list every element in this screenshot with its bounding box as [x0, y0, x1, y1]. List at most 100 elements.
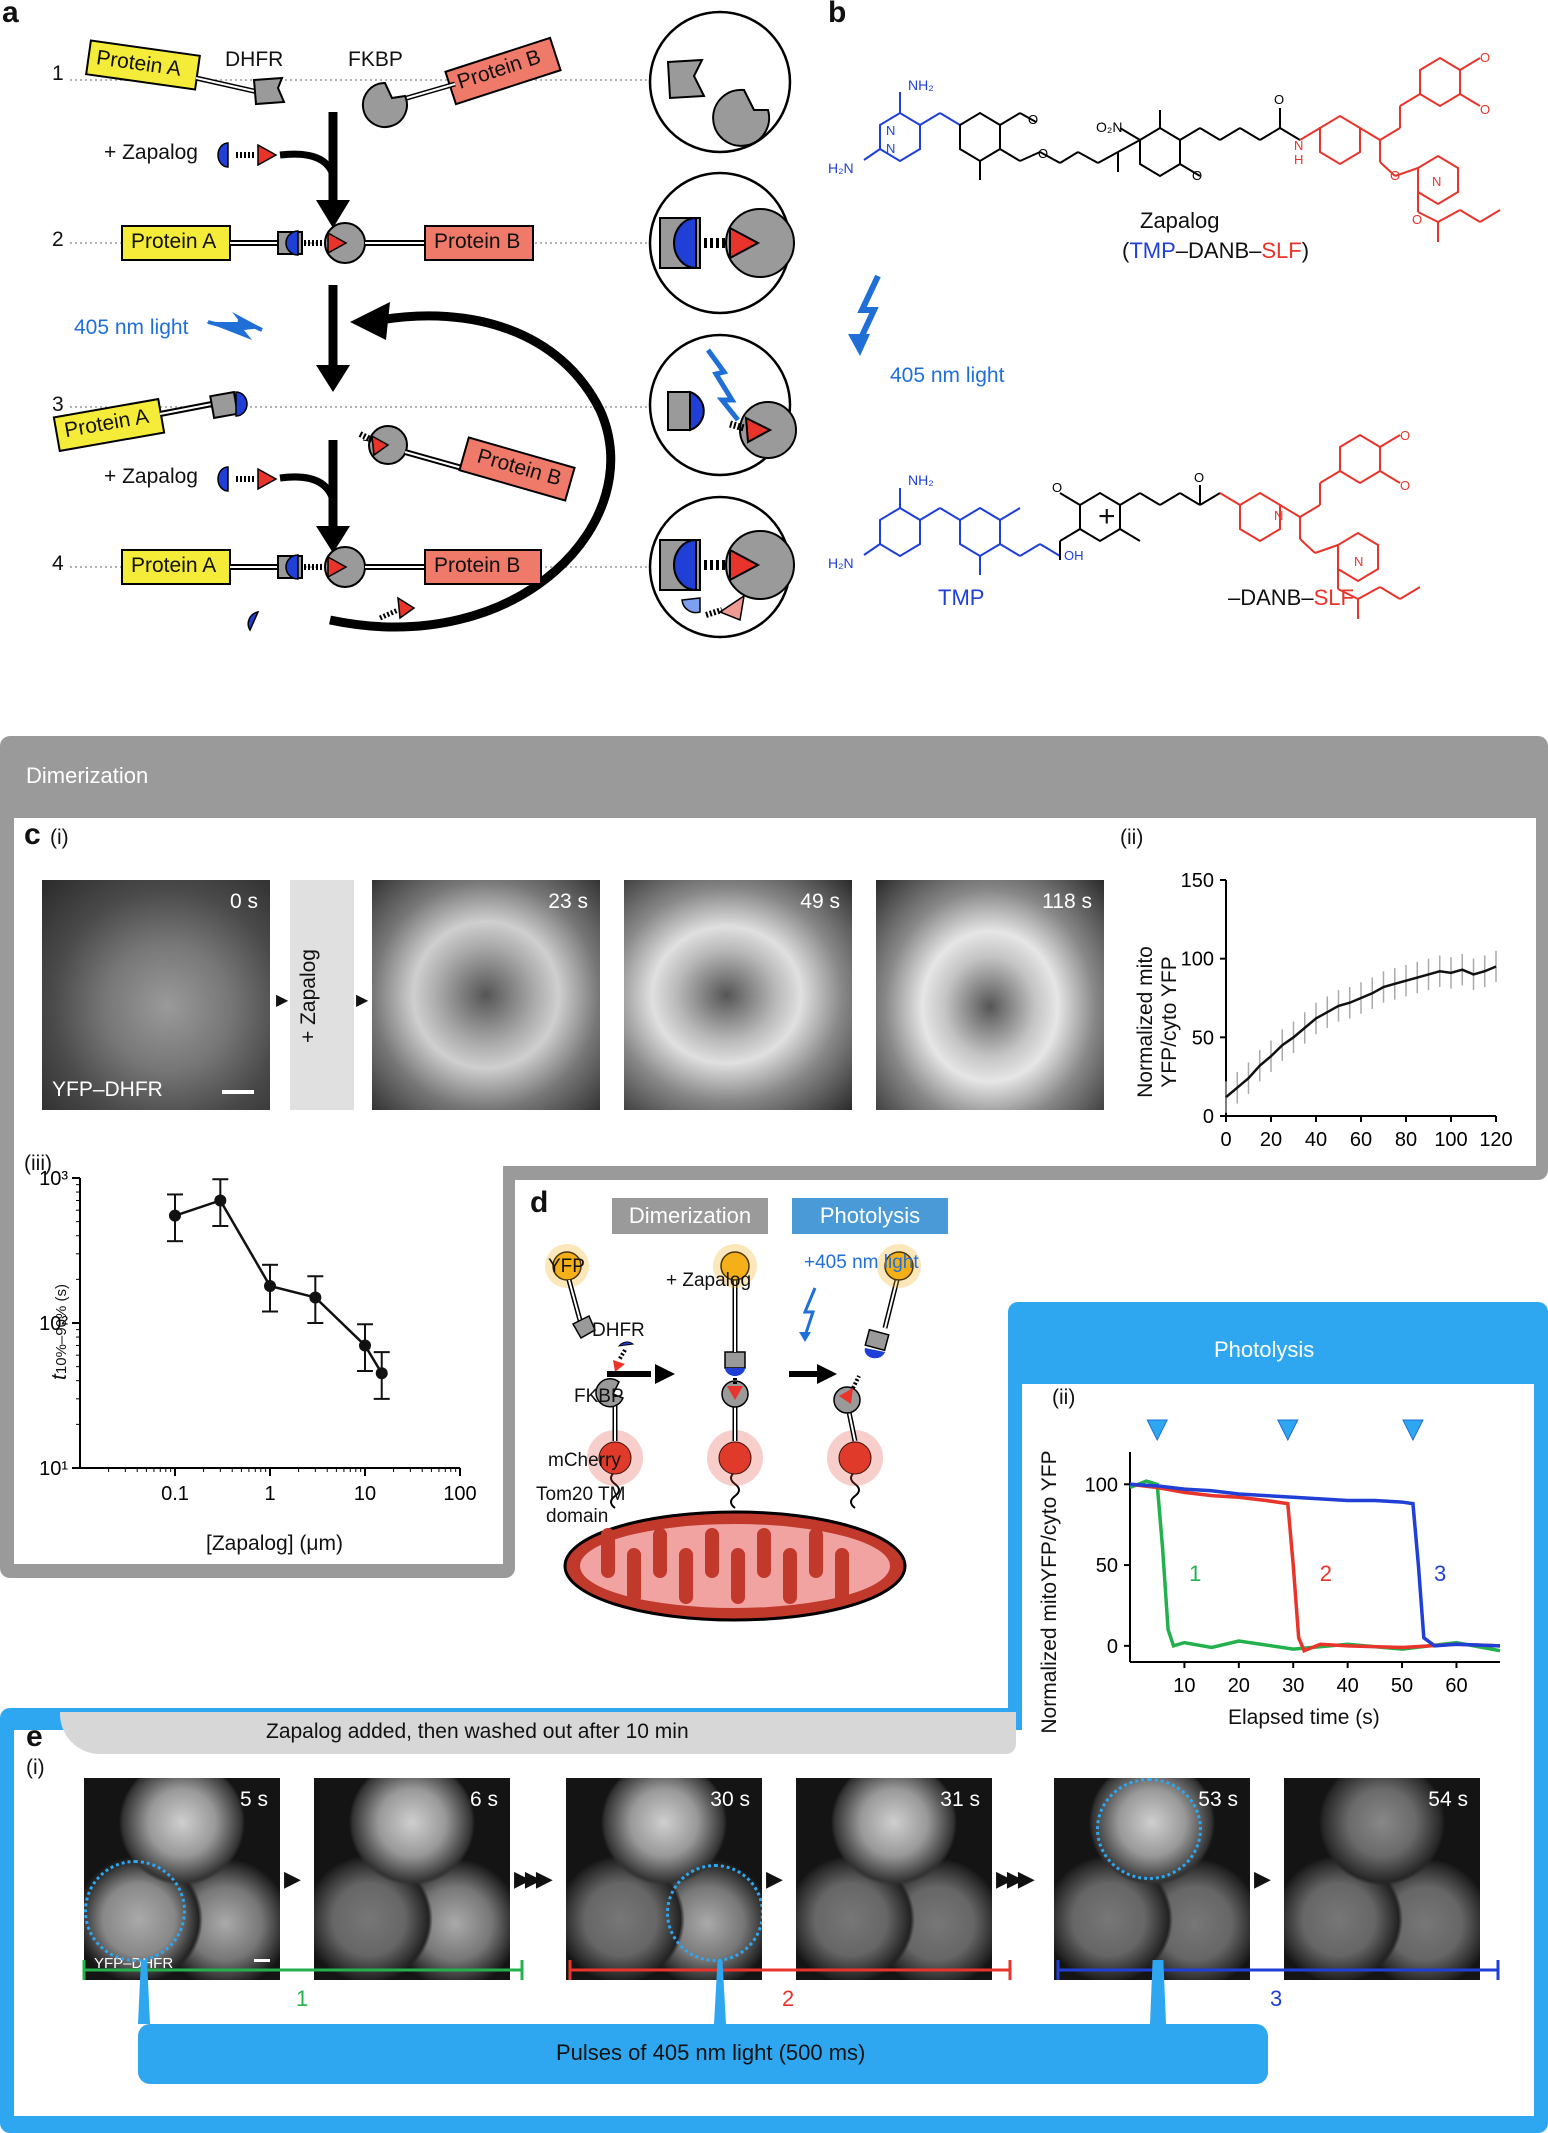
- panel-b: b: [820, 0, 1548, 660]
- c-frame-0s-caption: YFP–DHFR: [52, 1078, 163, 1101]
- e-segment-1-label: 1: [296, 1986, 309, 2011]
- e2-ytick-label: 50: [1096, 1555, 1118, 1577]
- circle-4: [648, 495, 795, 639]
- c-frame-0s-time: 0 s: [229, 890, 258, 913]
- e2-pulse-marker: [1402, 1419, 1424, 1442]
- panel-c-lower-area: [14, 1160, 503, 1564]
- e2-ytick-label: 100: [1085, 1474, 1118, 1496]
- e2-xtick-label: 30: [1282, 1675, 1304, 1697]
- c2-ytick-label: 0: [1203, 1106, 1214, 1128]
- c3-ytick-label: 10²: [40, 1313, 68, 1335]
- e-circle-1: [84, 1860, 186, 1962]
- panel-e-letter: e: [26, 1720, 43, 1753]
- e2-curve-label: 3: [1434, 1561, 1446, 1586]
- svg-text:O: O: [1480, 50, 1490, 65]
- c-frame-23s: 23 s: [372, 880, 600, 1110]
- c2-ylabel-2: YFP/cyto YFP: [1158, 956, 1181, 1088]
- chart-e-ii: 0 50 100 10 20 30 40 50 60 1 2 3: [1085, 1419, 1501, 1697]
- e2-xtick-label: 40: [1337, 1675, 1359, 1697]
- e2-curve-label: 2: [1320, 1561, 1332, 1586]
- svg-text:N: N: [1432, 174, 1441, 189]
- panel-e-sub-i: (i): [26, 1756, 45, 1779]
- zapalog-icon-2: [217, 466, 278, 492]
- panel-d-letter: d: [530, 1186, 549, 1219]
- photolysis-band-label: Photolysis: [1214, 1337, 1315, 1362]
- svg-text:O: O: [1400, 428, 1410, 443]
- e-arrow-5: ▶: [1254, 1866, 1271, 1891]
- d-light-label: +405 nm light: [804, 1252, 919, 1273]
- scale-bar: [222, 1090, 254, 1094]
- e-frame-53s: 53 s: [1054, 1778, 1250, 1980]
- c3-xtick-label: 0.1: [161, 1483, 189, 1505]
- e2-xlabel: Elapsed time (s): [1228, 1706, 1380, 1729]
- b-light-label: 405 nm light: [890, 364, 1005, 387]
- c2-xtick-label: 0: [1220, 1129, 1231, 1151]
- e2-series-3: [1129, 1482, 1501, 1648]
- row1-protein-a-construct: [85, 39, 286, 106]
- b-plus-sign: +: [1098, 500, 1116, 533]
- svg-text:NH₂: NH₂: [908, 77, 934, 93]
- row4-protein-a-label: Protein A: [131, 554, 217, 577]
- danb-prefix: –DANB–: [1228, 585, 1314, 610]
- zapalog-slf-part: SLF: [1261, 238, 1302, 263]
- svg-text:N: N: [886, 123, 895, 138]
- e2-pulse-marker: [1276, 1419, 1299, 1442]
- c-zapalog-box-label: + Zapalog: [297, 949, 320, 1043]
- c2-ytick-label: 100: [1181, 949, 1214, 971]
- c-arrow-1: ▶: [276, 992, 289, 1009]
- tmp-product-label: TMP: [938, 585, 985, 610]
- svg-text:O: O: [1192, 168, 1202, 183]
- c3-ylabel-t: t: [48, 1374, 71, 1380]
- e-banner-text: Zapalog added, then washed out after 10 …: [266, 1720, 689, 1743]
- e2-series-2: [1129, 1482, 1501, 1653]
- c3-ytick-label: 10³: [40, 1168, 68, 1190]
- row4-protein-b-label: Protein B: [434, 554, 521, 577]
- d-fkbp-label: FKBP: [574, 1386, 624, 1407]
- dimerization-band-label: Dimerization: [26, 763, 149, 788]
- c2-series-line: [1225, 965, 1497, 1099]
- c3-data-point: [169, 1209, 181, 1222]
- c-arrow-2: ▶: [356, 992, 369, 1009]
- anchor-2: [707, 1244, 763, 1509]
- d-schematic: [545, 1244, 921, 1622]
- circle-2: [648, 171, 795, 315]
- svg-text:O: O: [1412, 212, 1422, 227]
- light-label: 405 nm light: [74, 316, 189, 339]
- e-circle-2: [666, 1864, 762, 1962]
- d-add-zapalog-label: + Zapalog: [666, 1270, 752, 1291]
- c3-data-point: [359, 1339, 371, 1352]
- c-frame-118s-time: 118 s: [1042, 890, 1092, 913]
- d-mcherry-label: mCherry: [548, 1450, 621, 1471]
- svg-text:N: N: [886, 141, 895, 156]
- panel-a-schematic: [52, 10, 797, 639]
- c2-ylabel-1: Normalized mito: [1134, 946, 1157, 1098]
- e-frame-54s: 54 s: [1284, 1778, 1480, 1980]
- c-frame-49s: 49 s: [624, 880, 852, 1110]
- e-pulses-label: Pulses of 405 nm light (500 ms): [556, 2040, 866, 2065]
- c-frame-49s-time: 49 s: [800, 890, 840, 913]
- row1-protein-b-construct: [361, 36, 562, 128]
- zapalog-structure: NH₂ H₂N N N O₂N O O O O N H O O N O O NH…: [828, 50, 1501, 619]
- row-4-number: 4: [52, 552, 64, 575]
- c2-xtick-label: 20: [1260, 1129, 1282, 1151]
- c2-xtick-label: 40: [1305, 1129, 1327, 1151]
- panel-e-sub-ii: (ii): [1052, 1386, 1076, 1409]
- add-zapalog-label-1: + Zapalog: [104, 141, 198, 164]
- panel-b-letter: b: [828, 0, 847, 29]
- circle-1: [648, 10, 792, 154]
- c2-xtick-label: 80: [1395, 1129, 1417, 1151]
- photolysis-inner-white-top: [1022, 1384, 1534, 1734]
- zapalog-subname: (TMP–DANB–SLF): [1122, 238, 1309, 264]
- c3-ylabel: t10%–90% (s): [48, 1252, 72, 1412]
- c-zapalog-box: + Zapalog: [290, 880, 354, 1110]
- zapalog-sub-close: ): [1301, 238, 1310, 263]
- svg-text:H₂N: H₂N: [828, 160, 854, 176]
- e-frame-31s: 31 s: [796, 1778, 992, 1980]
- e-frame-30s: 30 s: [566, 1778, 762, 1980]
- svg-text:N: N: [1294, 138, 1303, 153]
- zapalog-danb-part: –DANB–: [1175, 238, 1262, 263]
- e2-ylabel: Normalized mitoYFP/cyto YFP: [1038, 1450, 1061, 1734]
- d-photolysis-tag: Photolysis: [792, 1198, 948, 1234]
- e2-xtick-label: 10: [1173, 1675, 1195, 1697]
- svg-text:O: O: [1052, 480, 1062, 495]
